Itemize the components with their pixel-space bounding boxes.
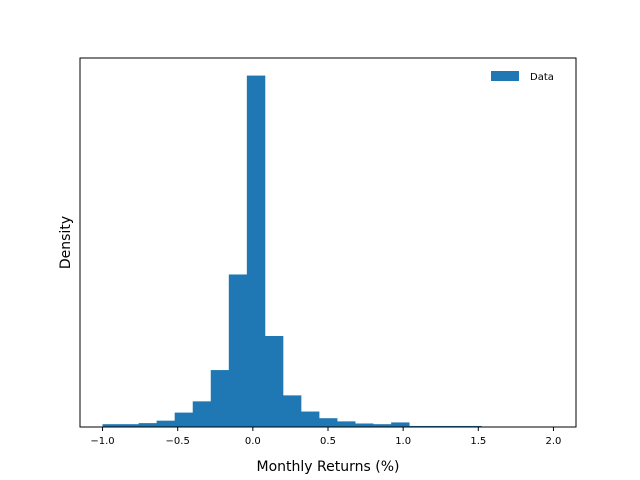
histogram-bar xyxy=(264,335,284,427)
histogram-bar xyxy=(318,418,338,427)
histogram-bar xyxy=(391,422,410,427)
x-tick-label: 0.5 xyxy=(320,436,336,447)
histogram-bars xyxy=(102,75,482,427)
legend-swatch-data xyxy=(491,71,519,81)
histogram-bar xyxy=(246,75,266,427)
histogram-bar xyxy=(192,401,212,427)
histogram-bar xyxy=(138,423,158,427)
histogram-bar xyxy=(210,370,230,427)
histogram-bar xyxy=(463,425,482,427)
histogram-bar xyxy=(300,411,320,427)
histogram-bar xyxy=(156,420,176,427)
x-axis-label: Monthly Returns (%) xyxy=(257,459,400,475)
histogram-bar xyxy=(102,424,121,427)
histogram-bar xyxy=(174,412,194,427)
legend: Data xyxy=(491,71,554,83)
histogram-bar xyxy=(282,395,302,427)
x-tick-label: 0.0 xyxy=(245,436,261,447)
histogram-bar xyxy=(355,423,374,427)
legend-label-data: Data xyxy=(530,72,554,83)
x-tick-label: −1.0 xyxy=(90,436,114,447)
histogram-bar xyxy=(373,424,392,427)
histogram-bar xyxy=(337,421,356,427)
histogram-bar xyxy=(409,425,428,427)
histogram-bar xyxy=(427,425,446,427)
x-axis-ticks: −1.0 −0.5 0.0 0.5 1.0 1.5 2.0 xyxy=(90,427,561,447)
histogram-bar xyxy=(120,424,140,427)
x-tick-label: 1.0 xyxy=(395,436,411,447)
histogram-bar xyxy=(445,425,464,427)
x-tick-label: −0.5 xyxy=(166,436,190,447)
x-tick-label: 2.0 xyxy=(546,436,562,447)
x-tick-label: 1.5 xyxy=(470,436,486,447)
y-axis-label: Density xyxy=(58,216,74,269)
histogram-bar xyxy=(228,274,248,427)
